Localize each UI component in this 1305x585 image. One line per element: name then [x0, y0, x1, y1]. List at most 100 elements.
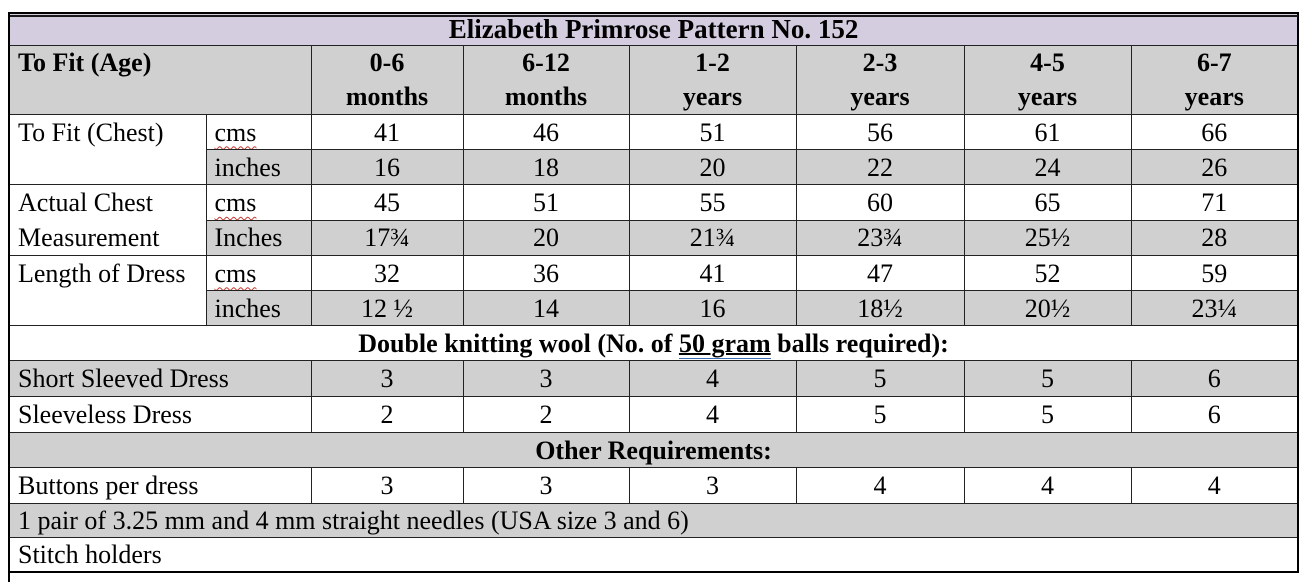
age-column-header: 6-7 years [1130, 45, 1299, 115]
section-heading-wool: Double knitting wool (No. of 50 gram bal… [8, 325, 1299, 361]
age-unit: years [1184, 82, 1244, 111]
spellcheck-underline-text: cms [214, 187, 257, 217]
measurement-value: 26 [1130, 149, 1299, 185]
needles-note: 1 pair of 3.25 mm and 4 mm straight need… [8, 503, 1299, 538]
table-row: To Fit (Chest) cms 41 46 51 56 61 66 [8, 114, 1299, 185]
table-row: Stitch holders [8, 537, 1299, 573]
age-unit: years [850, 82, 910, 111]
measurement-value: 66 [1130, 114, 1299, 150]
measurement-value: 41 [628, 255, 797, 291]
unit-label: cms [205, 114, 312, 150]
section-heading-other: Other Requirements: [8, 432, 1299, 468]
age-range: 1-2 [695, 48, 730, 77]
stitch-holders-note: Stitch holders [8, 537, 1299, 573]
age-unit: months [345, 82, 429, 111]
wool-heading-prefix: Double knitting wool (No. of [358, 328, 679, 358]
measurement-value: 45 [310, 184, 464, 221]
age-column-header: 6-12 months [462, 45, 630, 115]
table-row: Sleeveless Dress 2 2 4 5 5 6 [8, 396, 1299, 433]
measurement-label: Length of Dress [8, 255, 207, 326]
row-label: Short Sleeved Dress [8, 360, 312, 397]
table-row: Actual Chest Measurement cms 45 51 55 60… [8, 184, 1299, 256]
table-row: 1 pair of 3.25 mm and 4 mm straight need… [8, 503, 1299, 538]
spellcheck-underline-text: cms [214, 258, 257, 288]
wool-heading-suffix: balls required): [770, 328, 949, 358]
age-column-header: 4-5 years [963, 45, 1132, 115]
measurement-value: 61 [963, 114, 1132, 150]
table-row: inches 16 18 20 22 24 26 [9, 149, 1299, 185]
measurement-value: 18 [462, 149, 630, 185]
button-count-value: 4 [795, 467, 965, 504]
measurement-value: 56 [795, 114, 965, 150]
ball-count-value: 3 [310, 360, 464, 397]
age-column-header: 1-2 years [628, 45, 797, 115]
ball-count-value: 5 [795, 360, 965, 397]
age-range: 6-12 [522, 48, 570, 77]
age-unit: months [504, 82, 588, 111]
page-top-rule [10, 15, 1298, 17]
ball-count-value: 5 [795, 396, 965, 433]
measurement-value: 20 [462, 219, 630, 256]
ball-count-value: 2 [462, 396, 630, 433]
unit-label: cms [205, 184, 312, 221]
button-count-value: 4 [1130, 467, 1299, 504]
measurement-value: 71 [1130, 184, 1299, 221]
age-range: 0-6 [369, 48, 405, 77]
pattern-title: Elizabeth Primrose Pattern No. 152 [8, 12, 1299, 46]
table-row: Length of Dress cms 32 36 41 47 52 59 [8, 255, 1299, 326]
age-unit: years [682, 82, 743, 111]
measurement-value: 55 [628, 184, 797, 221]
ball-count-value: 4 [628, 360, 797, 397]
ball-count-value: 6 [1130, 396, 1299, 433]
age-column-header: 2-3 years [795, 45, 965, 115]
age-range: 2-3 [862, 48, 898, 77]
row-label: Buttons per dress [8, 467, 312, 504]
ball-count-value: 3 [462, 360, 630, 397]
row-label: Sleeveless Dress [8, 396, 312, 433]
grammar-underline-text: 50 gram [678, 328, 771, 360]
button-count-value: 3 [462, 467, 630, 504]
measurement-value: 22 [795, 149, 965, 185]
unit-label: cms [205, 255, 312, 291]
measurement-value: 24 [963, 149, 1132, 185]
measurement-label: To Fit (Chest) [8, 114, 207, 185]
measurement-value: 36 [462, 255, 630, 291]
measurement-value: 25½ [963, 219, 1132, 256]
measurement-value: 65 [963, 184, 1132, 221]
measurement-value: 32 [310, 255, 464, 291]
table-row: Short Sleeved Dress 3 3 4 5 5 6 [8, 360, 1299, 397]
measurement-value: 41 [310, 114, 464, 150]
measurement-value: 21¾ [628, 219, 797, 256]
table-row: Other Requirements: [8, 432, 1299, 468]
age-range: 6-7 [1196, 48, 1232, 77]
measurement-value: 28 [1130, 219, 1299, 256]
measurement-value: 60 [795, 184, 965, 221]
button-count-value: 4 [963, 467, 1132, 504]
button-count-value: 3 [310, 467, 464, 504]
measurement-value: 23¼ [1130, 290, 1299, 326]
unit-label: inches [205, 290, 312, 326]
button-count-value: 3 [628, 467, 797, 504]
measurement-value: 14 [462, 290, 630, 326]
measurement-value: 16 [310, 149, 464, 185]
ball-count-value: 2 [310, 396, 464, 433]
ball-count-value: 5 [963, 360, 1132, 397]
measurement-value: 46 [462, 114, 630, 150]
measurement-value: 20 [628, 149, 797, 185]
measurement-value: 51 [628, 114, 797, 150]
ball-count-value: 5 [963, 396, 1132, 433]
age-column-header: 0-6 months [310, 45, 464, 115]
knitting-pattern-size-table: Elizabeth Primrose Pattern No. 152 To Fi… [8, 12, 1300, 573]
measurement-value: 59 [1130, 255, 1299, 291]
table-row: Inches 17¾ 20 21¾ 23¾ 25½ 28 [9, 219, 1299, 256]
age-range: 4-5 [1030, 48, 1065, 77]
table-row: Elizabeth Primrose Pattern No. 152 [8, 12, 1299, 46]
table-row: Buttons per dress 3 3 3 4 4 4 [8, 467, 1299, 504]
cut-off-next-row [8, 573, 1297, 582]
unit-label: Inches [205, 219, 312, 256]
table-row: Double knitting wool (No. of 50 gram bal… [8, 325, 1299, 361]
ball-count-value: 6 [1130, 360, 1299, 397]
measurement-value: 20½ [963, 290, 1132, 326]
measurement-value: 16 [628, 290, 797, 326]
measurement-value: 51 [462, 184, 630, 221]
